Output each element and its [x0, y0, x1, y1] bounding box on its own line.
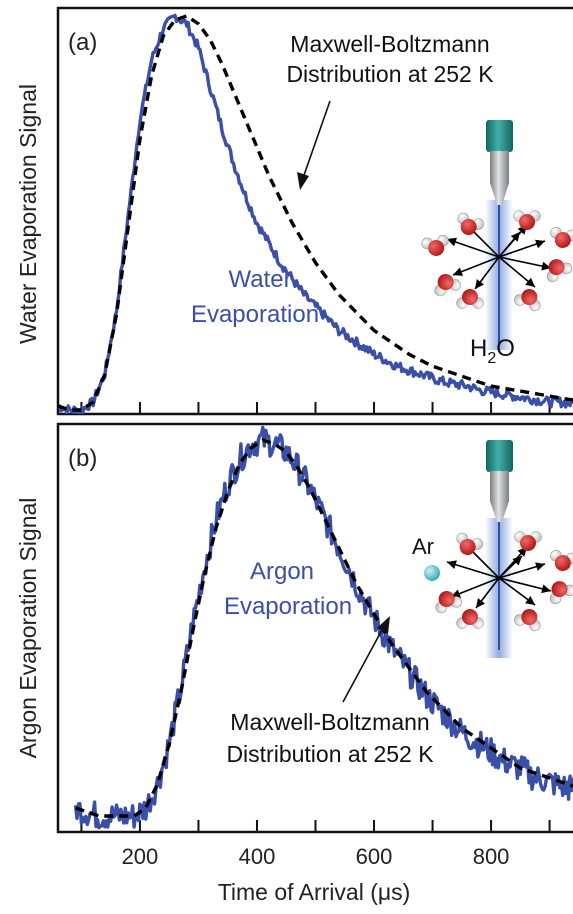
x-tick-label: 400 — [239, 844, 276, 869]
velocity-arrow — [446, 238, 500, 258]
velocity-arrowhead — [525, 277, 535, 287]
panel-b-argon-label-line2: Evaporation — [224, 593, 352, 620]
panel-a-h2o-label: H2O — [470, 335, 515, 367]
velocity-arrowhead — [535, 562, 545, 571]
velocity-arrowhead — [475, 279, 484, 289]
water-molecule — [456, 289, 484, 309]
oxygen-atom — [548, 259, 565, 276]
panel-a-ylabel: Water Evaporation Signal — [15, 84, 41, 344]
water-molecule — [514, 609, 541, 632]
panel-a-arrow — [297, 100, 331, 190]
oxygen-atom — [428, 239, 445, 256]
velocity-arrowhead — [512, 556, 522, 566]
panel-b-ylabel: Argon Evaporation Signal — [15, 498, 41, 759]
water-molecule — [456, 609, 484, 629]
panel-a-ticks — [80, 402, 551, 414]
panel-a: (a) Water Evaporation Signal Maxwell-Bol… — [15, 6, 573, 416]
panel-b-argon-evaporation-line — [73, 425, 573, 830]
oxygen-atom — [554, 231, 571, 248]
x-axis-label: Time of Arrival (μs) — [218, 879, 411, 905]
water-molecule — [550, 226, 573, 248]
panel-b-ticks — [80, 820, 551, 832]
panel-b-molecules — [435, 531, 573, 632]
panel-b-axes-box — [56, 422, 573, 834]
oxygen-atom — [520, 535, 536, 551]
panel-a-label: (a) — [68, 29, 97, 56]
oxygen-atom — [437, 274, 454, 291]
water-molecule — [546, 259, 573, 283]
x-tick-label: 600 — [356, 844, 393, 869]
panel-b-ar-label: Ar — [412, 534, 434, 559]
water-molecule — [549, 581, 573, 605]
water-molecule — [513, 210, 541, 230]
panel-a-frame — [56, 6, 573, 416]
oxygen-atom — [551, 581, 568, 598]
velocity-arrowhead — [447, 560, 457, 569]
water-molecule — [457, 212, 484, 235]
velocity-arrow — [446, 561, 500, 579]
panel-a-molecules — [421, 210, 573, 312]
panel-a-water-label-line1: Water — [228, 266, 291, 293]
oxygen-atom — [521, 289, 538, 306]
oxygen-atom — [519, 214, 535, 230]
velocity-arrowhead — [525, 596, 535, 605]
velocity-arrowhead — [447, 237, 457, 247]
velocity-arrowhead — [476, 598, 486, 608]
water-molecule — [434, 274, 461, 297]
panel-b-argon-atom — [424, 565, 440, 581]
x-tick-labels: 200 400 600 800 — [122, 844, 510, 869]
oxygen-atom — [462, 609, 478, 625]
oxygen-atom — [521, 609, 538, 626]
panel-b-mb-label-line2: Distribution at 252 K — [226, 741, 434, 767]
panel-b-jet-illustration: Ar — [412, 440, 573, 658]
panel-a-nozzle-cap — [486, 120, 513, 152]
panel-b-frame — [56, 422, 573, 834]
oxygen-atom — [438, 591, 455, 608]
panel-a-nozzle-tip — [490, 183, 509, 205]
panel-a-nozzle-body — [490, 151, 509, 183]
panel-b-nozzle-cap — [486, 440, 513, 472]
panel-a-water-evaporation-line — [58, 13, 573, 414]
velocity-arrowhead — [541, 584, 551, 594]
panel-b-label: (b) — [68, 445, 97, 472]
panel-b-argon-label-line1: Argon — [250, 558, 314, 585]
velocity-arrowhead — [535, 239, 545, 249]
panel-b-mb-label-line1: Maxwell-Boltzmann — [230, 709, 429, 735]
panel-a-mb-label-line2: Distribution at 252 K — [286, 61, 494, 87]
panel-a-water-label-line2: Evaporation — [191, 301, 319, 328]
panel-a-mb-label-line1: Maxwell-Boltzmann — [290, 31, 489, 57]
panel-b-nozzle-tip — [490, 501, 509, 522]
x-tick-label: 800 — [473, 844, 510, 869]
water-molecule — [421, 234, 449, 256]
panel-a-axes-box — [56, 6, 573, 416]
water-molecule — [550, 549, 573, 571]
velocity-arrowhead — [541, 261, 551, 271]
oxygen-atom — [460, 218, 477, 235]
panel-a-jet-illustration: H2O — [421, 120, 573, 367]
panel-b: (b) Argon Evaporation Signal Argon Evapo… — [15, 422, 573, 905]
panel-b-arrow — [342, 616, 390, 703]
water-molecule — [514, 289, 541, 312]
panel-a-maxwell-boltzmann-line — [58, 14, 573, 412]
velocity-arrowhead — [453, 267, 464, 276]
oxygen-atom — [459, 538, 476, 555]
panel-b-maxwell-boltzmann-line — [75, 438, 573, 818]
water-molecule — [456, 532, 483, 555]
oxygen-atom — [462, 289, 478, 305]
oxygen-atom — [554, 554, 571, 571]
velocity-arrowhead — [510, 232, 520, 242]
water-molecule — [435, 591, 462, 614]
x-tick-label: 200 — [122, 844, 159, 869]
panel-b-nozzle-body — [490, 471, 509, 501]
water-molecule — [514, 531, 542, 551]
